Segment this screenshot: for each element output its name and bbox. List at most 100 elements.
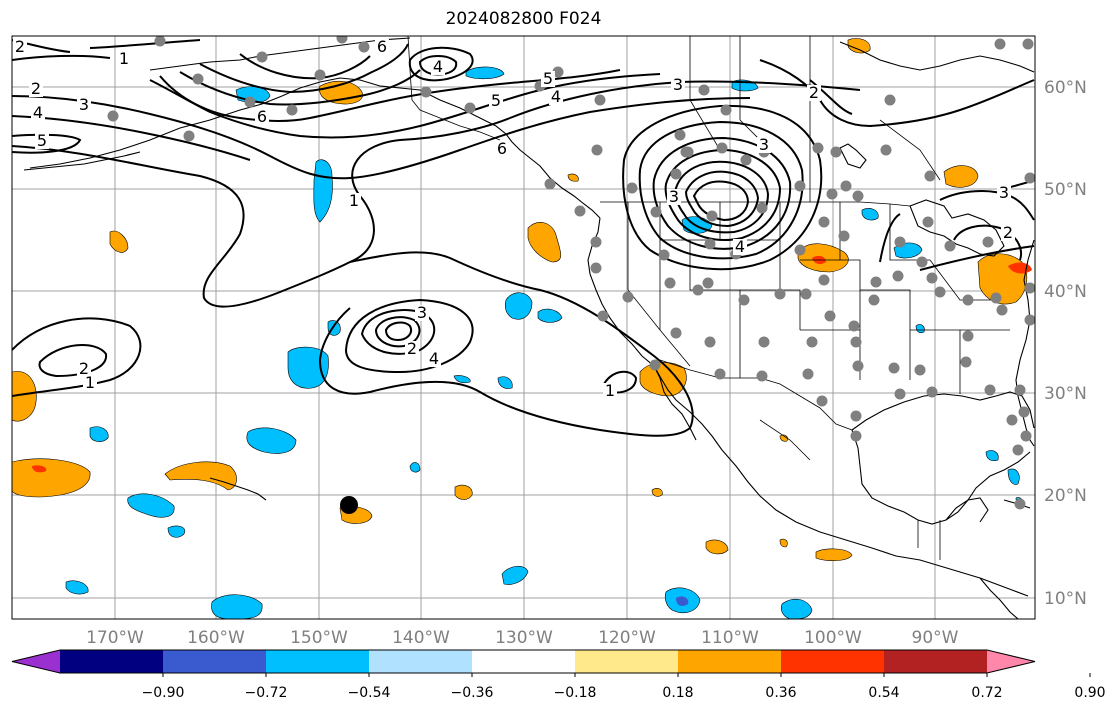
station-dot — [812, 142, 824, 154]
negative-anomaly — [497, 376, 513, 389]
longitude-label: 100°W — [804, 628, 862, 648]
contour-line — [418, 55, 458, 76]
station-dot — [107, 110, 119, 122]
coastline-gulf-north — [851, 391, 1035, 431]
station-dot — [990, 292, 1002, 304]
colorbar: −0.90 −0.72 −0.54 −0.36 −0.18 0.18 0.36 0.54 0.7… — [11, 649, 1105, 701]
coastline-arctic — [839, 41, 961, 71]
contour-line — [652, 136, 792, 250]
colorbar-segment — [369, 650, 473, 673]
longitude-label: 150°W — [290, 628, 348, 648]
longitude-label: 120°W — [598, 628, 656, 648]
contour-line — [603, 370, 638, 394]
coastline-mexico — [721, 449, 1029, 597]
station-dot — [870, 276, 882, 288]
station-dot — [692, 284, 704, 296]
station-dot — [1022, 38, 1034, 50]
contour-label: 3 — [999, 183, 1009, 202]
negative-anomaly — [465, 66, 505, 80]
contour-label-bg — [549, 89, 563, 105]
positive-anomaly — [815, 548, 853, 561]
station-dot — [816, 395, 828, 407]
station-dot — [704, 336, 716, 348]
station-dot — [658, 249, 670, 261]
positive-anomaly — [705, 539, 729, 555]
contour-label-bg — [671, 77, 685, 93]
contour-line — [12, 54, 111, 61]
border-state — [627, 289, 691, 367]
contour-label: 2 — [79, 359, 89, 378]
station-dot — [962, 330, 974, 342]
border-us-mexico — [659, 359, 853, 431]
contour-label-bg — [375, 39, 389, 55]
latitude-label: 30°N — [1044, 384, 1087, 404]
station-dot — [982, 236, 994, 248]
colorbar-tick-label: 0.36 — [765, 685, 796, 701]
negative-anomaly — [985, 450, 999, 462]
shaded-anomalies — [12, 38, 1032, 619]
colorbar-tick-label: −0.18 — [554, 685, 597, 701]
station-dot — [256, 51, 268, 63]
negative-anomaly — [504, 292, 533, 320]
contour-label-bg — [495, 141, 509, 157]
station-dot — [892, 270, 904, 282]
station-dot — [1024, 172, 1035, 184]
contour-line — [179, 69, 421, 106]
colorbar-tick-label: 0.18 — [662, 685, 693, 701]
contour-label: 5 — [543, 69, 553, 88]
location-marker — [340, 496, 358, 514]
longitude-labels: 170°W 160°W 150°W 140°W 130°W 120°W 110°W 100°W… — [86, 628, 959, 648]
contour-label: 4 — [551, 87, 561, 106]
station-dot — [336, 36, 348, 44]
station-dot — [650, 206, 662, 218]
coastline-hudson — [959, 55, 1035, 73]
station-dot — [880, 144, 892, 156]
station-dot — [994, 38, 1006, 50]
negative-anomaly — [861, 208, 879, 221]
station-dot — [1006, 414, 1018, 426]
station-dot — [1014, 384, 1026, 396]
coastline-west-us — [587, 217, 723, 451]
negative-anomaly — [409, 462, 421, 473]
contour-line — [159, 69, 621, 122]
colorbar-extend-max — [987, 650, 1035, 673]
border-state — [860, 289, 911, 380]
contour-line — [374, 316, 421, 348]
graticule — [12, 36, 1035, 619]
station-dot — [1020, 430, 1032, 442]
negative-anomaly — [453, 375, 471, 384]
border-state — [889, 204, 930, 261]
station-dot — [794, 244, 806, 256]
negative-anomaly — [287, 346, 329, 389]
colorbar-segment — [575, 650, 679, 673]
contour-line — [879, 213, 901, 263]
station-dot — [590, 236, 602, 248]
station-dot — [464, 102, 476, 114]
station-dot — [706, 210, 718, 222]
negative-anomaly — [1007, 468, 1020, 485]
station-dot — [852, 360, 864, 372]
contour-line — [149, 73, 661, 139]
negative-anomaly — [246, 427, 297, 454]
contour-label-bg — [733, 239, 747, 255]
station-dot — [868, 294, 880, 306]
contour-label-bg — [77, 97, 91, 113]
positive-anomaly — [12, 458, 91, 498]
contour-label: 4 — [429, 349, 439, 368]
station-dot — [794, 180, 806, 192]
contour-label-bg — [1001, 225, 1015, 241]
contour-label: 4 — [33, 103, 43, 122]
positive-anomaly — [779, 538, 788, 548]
station-dot — [1024, 282, 1035, 294]
station-dot — [664, 277, 676, 289]
coastline-aleutians — [23, 151, 141, 171]
station-dot — [944, 240, 956, 252]
station-dot — [154, 36, 166, 47]
contour-label: 3 — [669, 187, 679, 206]
contour-label-bg — [757, 137, 771, 153]
contour-label: 3 — [79, 95, 89, 114]
latitude-label: 40°N — [1044, 282, 1087, 302]
station-dot — [840, 180, 852, 192]
contour-label-bg — [541, 71, 555, 87]
station-dot — [934, 286, 946, 298]
